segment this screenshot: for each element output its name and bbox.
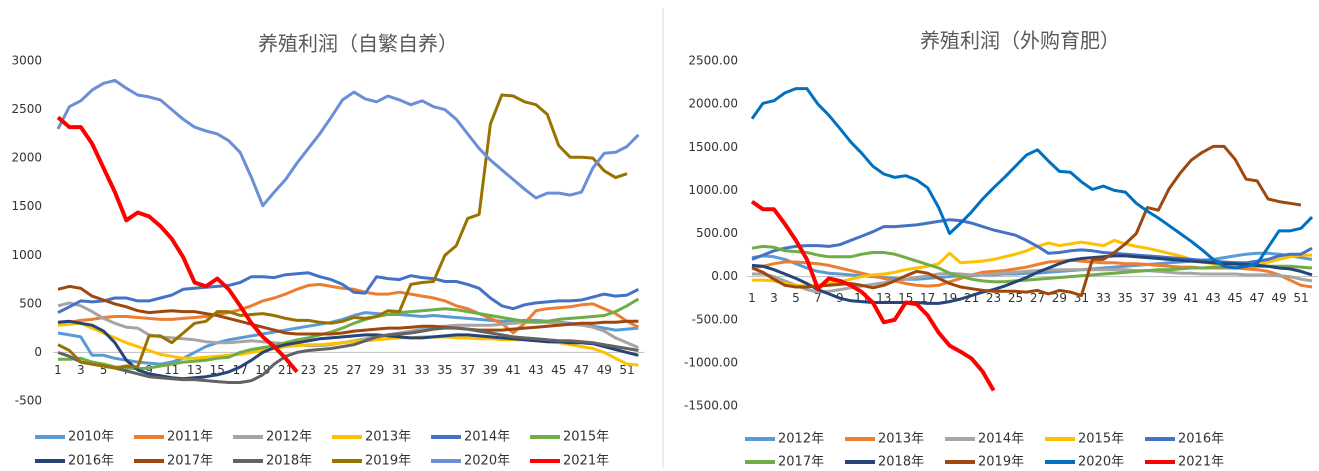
series-line (58, 297, 640, 371)
legend-label: 2015年 (563, 430, 609, 445)
x-tick-label: 31 (392, 363, 407, 377)
y-tick-label: 3000 (11, 54, 42, 68)
y-tick-label: 2500 (11, 102, 42, 116)
legend-label: 2019年 (365, 454, 411, 469)
y-tick-label: 2500.00 (688, 54, 738, 68)
series-line (57, 271, 640, 314)
legend-label: 2012年 (266, 430, 312, 445)
x-tick-label: 35 (437, 363, 452, 377)
legend-label: 2014年 (464, 430, 510, 445)
x-tick-label: 3 (77, 363, 85, 377)
legend-label: 2016年 (68, 454, 114, 469)
legend-label: 2014年 (978, 432, 1024, 447)
legend-label: 2010年 (68, 430, 114, 445)
x-tick-label: 49 (1271, 291, 1286, 305)
x-tick-label: 25 (323, 363, 338, 377)
x-tick-label: 51 (1293, 291, 1308, 305)
chart-title: 养殖利润（外购育肥） (920, 29, 1120, 53)
x-tick-label: 43 (528, 363, 543, 377)
x-tick-label: 1 (748, 291, 756, 305)
x-tick-label: 45 (1227, 291, 1242, 305)
x-tick-label: 21 (278, 363, 293, 377)
y-tick-label: 0 (34, 345, 42, 359)
legend-label: 2013年 (878, 432, 924, 447)
legend-label: 2016年 (1178, 432, 1224, 447)
x-tick-label: 33 (1096, 291, 1111, 305)
x-tick-label: 49 (597, 363, 612, 377)
y-tick-label: 500 (19, 296, 42, 310)
x-tick-label: 35 (1118, 291, 1133, 305)
x-tick-label: 39 (1162, 291, 1177, 305)
chart-title: 养殖利润（自繁自养） (258, 32, 458, 56)
x-tick-label: 27 (346, 363, 361, 377)
x-tick-label: 27 (1030, 291, 1045, 305)
x-tick-label: 7 (814, 291, 822, 305)
x-tick-label: 37 (1140, 291, 1155, 305)
x-tick-label: 37 (460, 363, 475, 377)
y-tick-label: 2000 (11, 151, 42, 165)
legend-label: 2018年 (878, 455, 924, 470)
x-tick-label: 23 (301, 363, 316, 377)
series-line (57, 326, 639, 384)
series-line (57, 319, 639, 381)
y-tick-label: -500.00 (692, 312, 738, 326)
y-tick-label: -1000.00 (684, 355, 738, 369)
legend-label: 2013年 (365, 430, 411, 445)
x-tick-label: 33 (415, 363, 430, 377)
y-tick-label: -1500.00 (684, 399, 738, 413)
x-tick-label: 29 (1052, 291, 1067, 305)
legend-label: 2020年 (1078, 455, 1124, 470)
series-line (752, 268, 1313, 294)
x-tick-label: 11 (164, 363, 179, 377)
legend-label: 2020年 (464, 454, 510, 469)
x-tick-label: 1 (54, 363, 62, 377)
y-tick-label: 500.00 (696, 226, 738, 240)
y-tick-label: 1000 (11, 248, 42, 262)
x-tick-label: 5 (100, 363, 108, 377)
series-line (57, 284, 639, 336)
x-tick-label: 51 (619, 363, 634, 377)
x-tick-label: 5 (792, 291, 800, 305)
x-tick-label: 47 (1249, 291, 1264, 305)
series-line (750, 87, 1314, 270)
legend-label: 2011年 (167, 430, 213, 445)
x-tick-label: 3 (770, 291, 778, 305)
series-line (750, 199, 996, 392)
x-tick-label: 19 (255, 363, 270, 377)
legend-label: 2021年 (1178, 455, 1224, 470)
x-tick-label: 9 (145, 363, 153, 377)
x-tick-label: 39 (483, 363, 498, 377)
legend-label: 2017年 (778, 455, 824, 470)
y-tick-label: 2000.00 (688, 97, 738, 111)
y-tick-label: 1500.00 (688, 140, 738, 154)
x-tick-label: 25 (1008, 291, 1023, 305)
y-tick-label: 1500 (11, 199, 42, 213)
legend-label: 2015年 (1078, 432, 1124, 447)
y-tick-label: -500 (15, 394, 42, 408)
y-tick-label: 0.00 (711, 269, 738, 283)
x-tick-label: 47 (574, 363, 589, 377)
x-tick-label: 41 (506, 363, 521, 377)
legend-label: 2017年 (167, 454, 213, 469)
x-tick-label: 23 (986, 291, 1001, 305)
series-line (56, 78, 640, 208)
x-tick-label: 13 (187, 363, 202, 377)
series-line (57, 93, 628, 370)
x-tick-label: 41 (1184, 291, 1199, 305)
series-line (751, 251, 1313, 281)
legend-label: 2021年 (563, 454, 609, 469)
legend-label: 2019年 (978, 455, 1024, 470)
y-tick-label: 1000.00 (688, 183, 738, 197)
series-line (751, 244, 1313, 284)
x-tick-label: 43 (1206, 291, 1221, 305)
x-tick-label: 45 (551, 363, 566, 377)
legend-label: 2018年 (266, 454, 312, 469)
legend-label: 2012年 (778, 432, 824, 447)
series-line (56, 115, 299, 374)
x-tick-label: 29 (369, 363, 384, 377)
